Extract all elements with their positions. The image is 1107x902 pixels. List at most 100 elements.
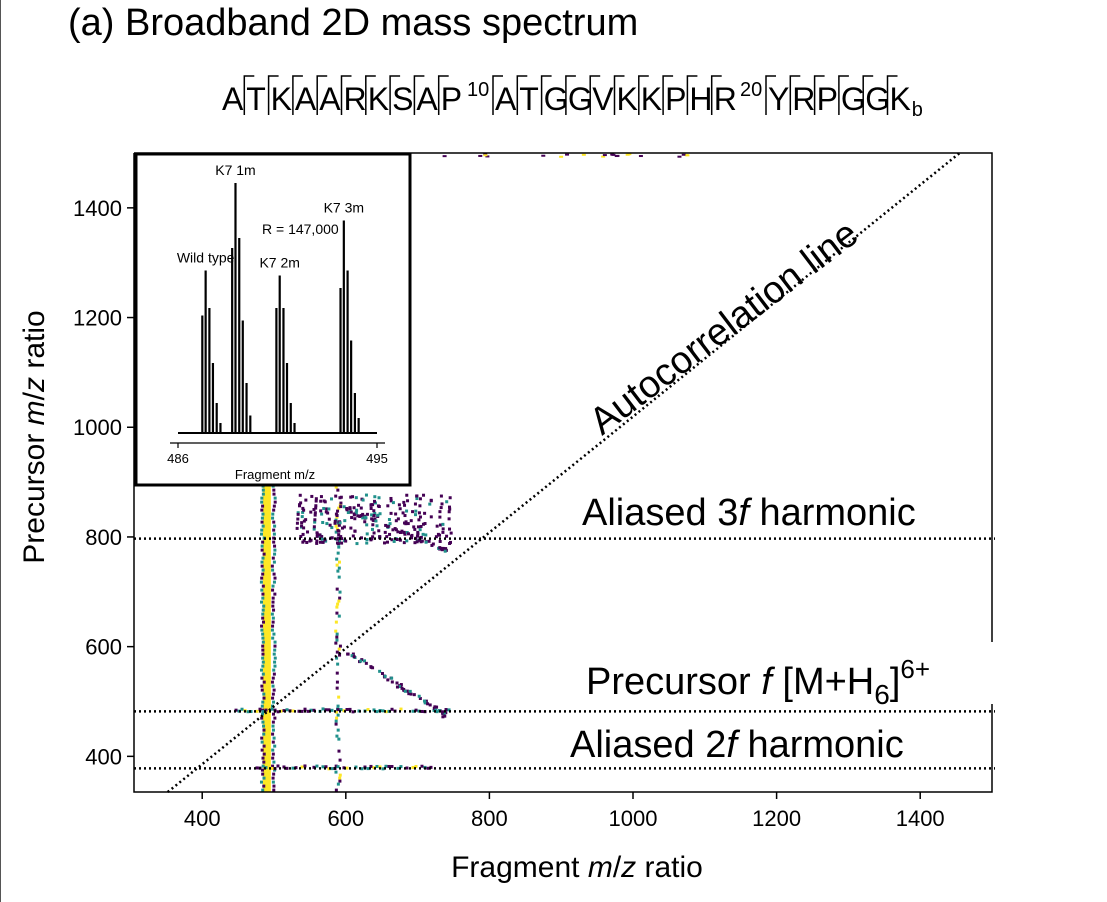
heatmap-cell — [396, 766, 400, 770]
y-tick-label: 600 — [85, 635, 122, 660]
inset-peak-label: Wild type — [177, 250, 235, 266]
heatmap-cell — [409, 519, 413, 523]
sequence-residue: S — [392, 81, 413, 117]
heatmap-cell — [426, 702, 430, 706]
heatmap-cell — [318, 533, 322, 537]
sequence-residue: A — [222, 81, 244, 117]
heatmap-cell — [402, 500, 406, 504]
heatmap-cell — [262, 692, 266, 696]
heatmap-cell — [359, 536, 363, 540]
heatmap-cell — [336, 537, 340, 541]
heatmap-cell — [310, 494, 314, 498]
heatmap-cell — [420, 709, 424, 713]
heatmap-cell — [336, 708, 340, 712]
heatmap-cell — [342, 766, 346, 770]
heatmap-cell — [324, 708, 328, 712]
heatmap-cell — [262, 696, 266, 700]
heatmap-cell — [330, 536, 334, 540]
heatmap-cell — [346, 511, 350, 515]
heatmap-cell — [273, 664, 277, 668]
heatmap-cell — [296, 517, 300, 521]
heatmap-cell — [404, 522, 408, 526]
heatmap-cell — [370, 513, 374, 517]
heatmap-cell — [321, 540, 325, 544]
sequence-residue: P — [817, 81, 838, 117]
heatmap-cell — [421, 532, 425, 536]
heatmap-cell — [398, 507, 402, 511]
heatmap-cell — [401, 511, 405, 515]
heatmap-cell — [273, 548, 277, 552]
heatmap-cell — [406, 522, 410, 526]
heatmap-cell — [423, 511, 427, 515]
heatmap-cell — [334, 530, 338, 534]
heatmap-cell — [441, 530, 445, 534]
precursor-bracket: ] — [890, 661, 901, 703]
heatmap-cell — [361, 498, 365, 502]
heatmap-cell — [360, 767, 364, 771]
heatmap-cell — [342, 505, 346, 509]
heatmap-cell — [273, 500, 277, 504]
heatmap-cell — [262, 752, 266, 756]
heatmap-cell — [438, 515, 442, 519]
heatmap-cell — [273, 648, 277, 652]
heatmap-cell — [338, 776, 342, 780]
heatmap-cell — [601, 155, 606, 158]
heatmap-cell — [271, 556, 275, 560]
heatmap-cell — [405, 509, 409, 513]
heatmap-cell — [262, 724, 266, 728]
heatmap-cell — [336, 551, 340, 555]
heatmap-cell — [271, 780, 275, 784]
heatmap-cell — [372, 514, 376, 518]
heatmap-cell — [369, 764, 373, 768]
heatmap-cell — [337, 523, 341, 527]
heatmap-cell — [261, 592, 265, 596]
cleavage-bracket — [492, 75, 503, 115]
heatmap-cell — [422, 493, 426, 497]
heatmap-cell — [389, 511, 393, 515]
heatmap-cell — [334, 722, 338, 726]
precursor-f: f — [761, 661, 775, 703]
heatmap-cell — [338, 596, 342, 600]
heatmap-cell — [445, 534, 449, 538]
cleavage-bracket — [413, 75, 425, 115]
heatmap-cell — [478, 154, 483, 157]
heatmap-cell — [338, 644, 342, 648]
heatmap-cell — [409, 692, 413, 696]
cleavage-bracket — [565, 75, 576, 115]
heatmap-cell — [685, 154, 690, 157]
heatmap-cell — [415, 540, 419, 544]
sequence-residue: T — [246, 81, 266, 117]
heatmap-cell — [339, 505, 343, 509]
heatmap-cell — [416, 525, 420, 529]
heatmap-cell — [405, 493, 409, 497]
heatmap-cell — [371, 666, 375, 670]
heatmap-cell — [334, 764, 338, 768]
heatmap-cell — [334, 629, 338, 633]
svg-text:Aliased 3f harmonic: Aliased 3f harmonic — [582, 492, 916, 534]
y-tick-label: 800 — [85, 525, 122, 550]
heatmap-cell — [344, 539, 348, 543]
sequence-residue: R — [714, 81, 737, 117]
heatmap-cell — [335, 734, 339, 738]
heatmap-cell — [337, 575, 341, 579]
heatmap-cell — [335, 638, 339, 642]
heatmap-cell — [260, 564, 264, 568]
aliased-2f-text: Aliased 2 — [570, 724, 726, 766]
heatmap-cell — [260, 768, 264, 772]
heatmap-cell — [447, 505, 451, 509]
heatmap-cell — [261, 664, 265, 668]
heatmap-cell — [260, 576, 264, 580]
heatmap-cell — [338, 758, 342, 762]
heatmap-cell — [260, 704, 264, 708]
heatmap-cell — [321, 707, 325, 711]
heatmap-cell — [272, 688, 276, 692]
sequence-residue: K — [271, 81, 292, 117]
heatmap-cell — [424, 533, 428, 537]
heatmap-cell — [384, 523, 388, 527]
heatmap-cell — [419, 525, 423, 529]
heatmap-cell — [259, 780, 263, 784]
heatmap-cell — [336, 704, 340, 708]
heatmap-cell — [369, 503, 373, 507]
heatmap-cell — [402, 541, 406, 545]
heatmap-cell — [272, 760, 276, 764]
